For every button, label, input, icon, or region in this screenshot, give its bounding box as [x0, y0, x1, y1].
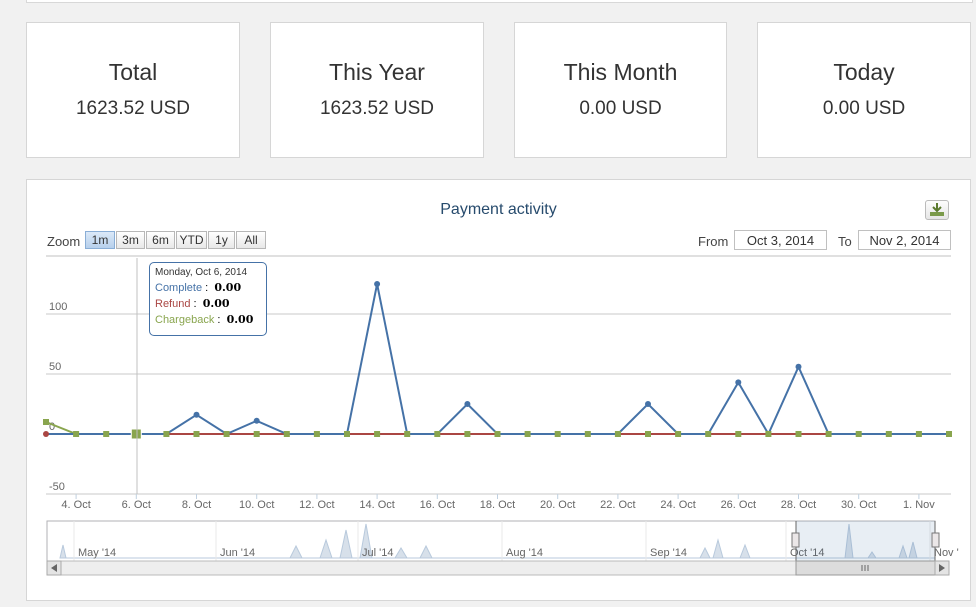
download-icon — [930, 203, 944, 216]
tooltip-value: 0.00 — [202, 297, 230, 310]
export-button[interactable] — [925, 200, 949, 220]
tooltip-value: 0.00 — [226, 313, 254, 326]
stat-card-this-year: This Year 1623.52 USD — [270, 22, 484, 158]
to-label: To — [838, 234, 852, 249]
stat-value: 1623.52 USD — [75, 98, 191, 119]
chart-title: Payment activity — [440, 201, 557, 218]
stat-value: 0.00 USD — [822, 98, 906, 119]
stat-title: Today — [833, 59, 895, 85]
stat-title: This Year — [329, 59, 425, 85]
zoom-1y-button[interactable]: 1y — [208, 231, 235, 249]
to-date-input[interactable]: Nov 2, 2014 — [858, 230, 951, 250]
tooltip-row-chargeback: Chargeback : 0.00 — [155, 313, 254, 326]
stat-value: 1623.52 USD — [319, 98, 435, 119]
zoom-label: Zoom — [47, 234, 81, 249]
top-panel-edge — [26, 0, 973, 3]
zoom-all-button[interactable]: All — [236, 231, 266, 249]
stat-card-total: Total 1623.52 USD — [26, 22, 240, 158]
tooltip-label: Complete — [155, 282, 203, 294]
zoom-ytd-button[interactable]: YTD — [176, 231, 207, 249]
tooltip-label: Refund — [155, 298, 191, 310]
zoom-6m-button[interactable]: 6m — [146, 231, 175, 249]
tooltip: Monday, Oct 6, 2014 Complete : 0.00 Refu… — [149, 262, 267, 336]
tooltip-row-complete: Complete : 0.00 — [155, 281, 242, 294]
from-label: From — [698, 234, 729, 249]
zoom-3m-button[interactable]: 3m — [116, 231, 145, 249]
tooltip-label: Chargeback — [155, 314, 215, 326]
payment-activity-panel: Payment activity Zoom 1m 3m 6m YTD 1y Al… — [26, 179, 971, 601]
stat-card-today: Today 0.00 USD — [757, 22, 971, 158]
from-date-input[interactable]: Oct 3, 2014 — [734, 230, 827, 250]
tooltip-date: Monday, Oct 6, 2014 — [155, 267, 248, 278]
zoom-1m-button[interactable]: 1m — [85, 231, 115, 249]
stat-value: 0.00 USD — [579, 98, 662, 119]
tooltip-value: 0.00 — [214, 281, 242, 294]
stat-title: Total — [108, 59, 158, 85]
stat-title: This Month — [563, 59, 678, 85]
tooltip-row-refund: Refund : 0.00 — [155, 297, 230, 310]
stat-card-this-month: This Month 0.00 USD — [514, 22, 727, 158]
